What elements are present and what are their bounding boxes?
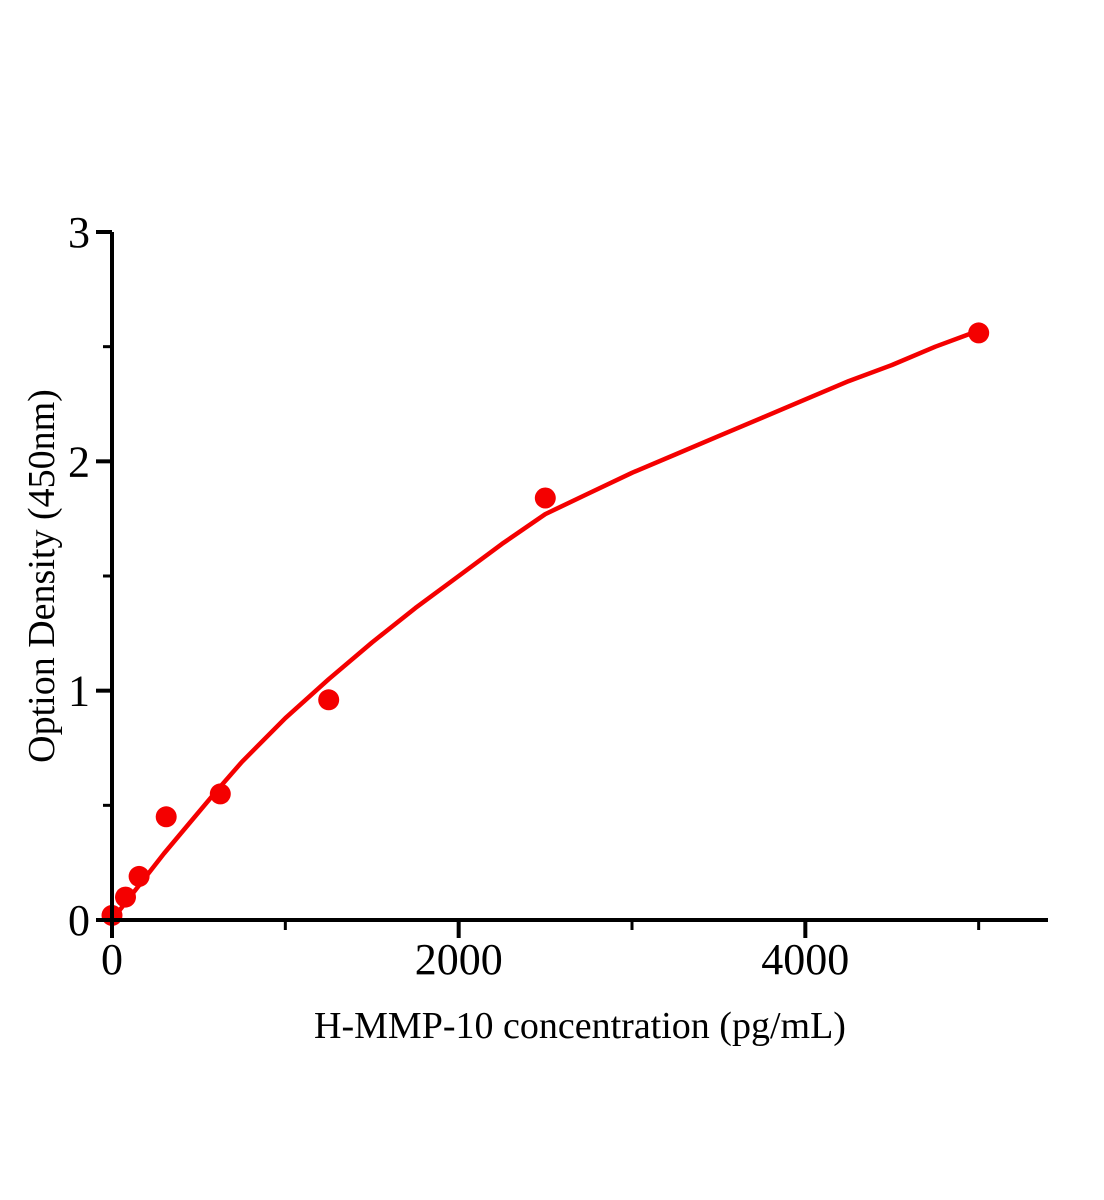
x-tick-label: 0 xyxy=(101,935,123,984)
data-point-marker xyxy=(968,322,990,344)
data-point-marker xyxy=(115,886,136,908)
x-axis-title: H-MMP-10 concentration (pg/mL) xyxy=(314,1005,846,1047)
fit-curve-layer xyxy=(109,328,981,923)
y-tick-label: 0 xyxy=(68,896,90,945)
y-tick-label: 3 xyxy=(68,208,90,257)
data-points-layer xyxy=(101,322,990,926)
data-point-marker xyxy=(318,689,340,711)
y-tick-label: 1 xyxy=(68,667,90,716)
axes-layer xyxy=(96,230,1048,938)
data-point-marker xyxy=(155,806,177,828)
data-point-marker xyxy=(534,487,556,509)
tick-labels-layer: 0 2000 4000 0 1 2 3 xyxy=(68,208,849,984)
fit-curve-path xyxy=(109,328,981,923)
x-tick-label: 2000 xyxy=(415,935,503,984)
x-tick-label: 4000 xyxy=(761,935,849,984)
axis-frame xyxy=(110,232,1048,922)
data-point-marker xyxy=(128,865,150,887)
y-axis-title: Option Density (450nm) xyxy=(21,389,63,763)
y-tick-label: 2 xyxy=(68,437,90,486)
data-point-marker xyxy=(209,783,231,805)
